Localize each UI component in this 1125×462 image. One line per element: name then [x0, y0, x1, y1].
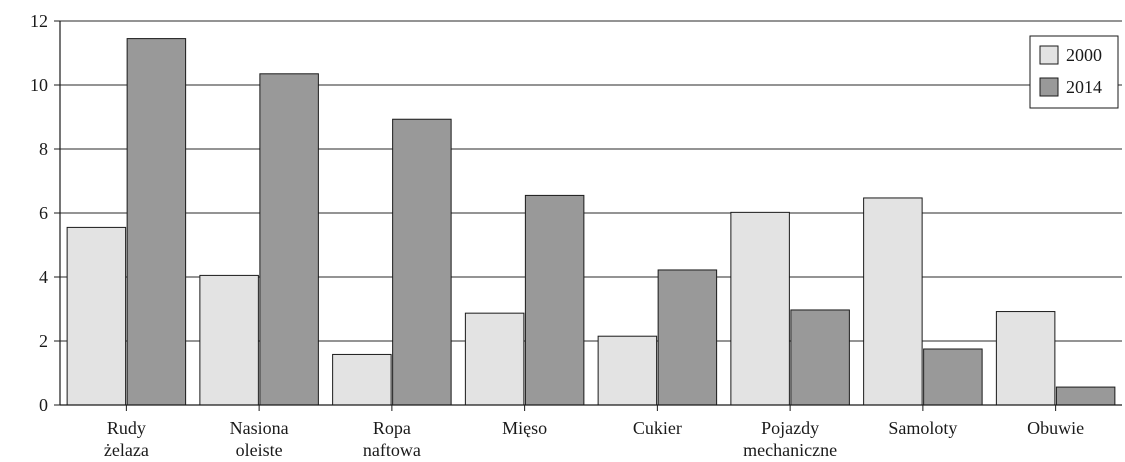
y-tick-label-2: 2: [39, 331, 48, 351]
x-category-label-0-1: żelaza: [104, 440, 149, 460]
bar-2014-6: [923, 348, 983, 406]
x-category-label-3-0: Mięso: [502, 418, 547, 438]
bar-2000-5: [730, 211, 790, 406]
bar-2000-4: [597, 335, 658, 406]
bar-2014-2: [392, 118, 452, 406]
bar-2014-0: [126, 38, 187, 406]
bar-2000-2: [332, 353, 392, 406]
x-category-label-2-0: Ropa: [373, 418, 411, 438]
bars: [66, 38, 1116, 406]
bar-2014-5: [790, 309, 850, 406]
x-category-label-4-0: Cukier: [633, 418, 682, 438]
bar-2000-7: [995, 311, 1056, 406]
x-category-label-7-0: Obuwie: [1027, 418, 1084, 438]
x-category-label-0-0: Rudy: [107, 418, 146, 438]
y-tick-label-6: 6: [39, 203, 48, 223]
x-category-label-1-1: oleiste: [236, 440, 283, 460]
legend-swatch-2014: [1039, 77, 1059, 97]
x-category-label-5-0: Pojazdy: [761, 418, 819, 438]
bar-2000-3: [464, 312, 525, 406]
x-category-label-5-1: mechaniczne: [743, 440, 837, 460]
bar-2000-0: [66, 226, 127, 406]
bar-2000-1: [199, 274, 259, 406]
x-category-label-6-0: Samoloty: [888, 418, 957, 438]
bar-2014-7: [1055, 386, 1116, 406]
legend-label-2000: 2000: [1066, 45, 1102, 65]
legend-swatch-2000: [1039, 45, 1059, 65]
y-tick-label-12: 12: [30, 11, 48, 31]
y-tick-label-8: 8: [39, 139, 48, 159]
x-category-label-1-0: Nasiona: [230, 418, 289, 438]
x-category-label-2-1: naftowa: [363, 440, 421, 460]
y-tick-label-10: 10: [30, 75, 48, 95]
axes: [54, 20, 1122, 411]
bar-2014-1: [259, 73, 319, 406]
legend: 2000 2014: [1029, 35, 1119, 109]
legend-label-2014: 2014: [1066, 77, 1102, 97]
bar-2014-4: [657, 269, 718, 406]
y-tick-label-0: 0: [39, 395, 48, 415]
y-tick-labels: 0 2 4 6 8 10 12: [30, 11, 48, 415]
bar-2014-3: [524, 194, 585, 406]
y-tick-label-4: 4: [39, 267, 48, 287]
bar-2000-6: [863, 197, 923, 406]
